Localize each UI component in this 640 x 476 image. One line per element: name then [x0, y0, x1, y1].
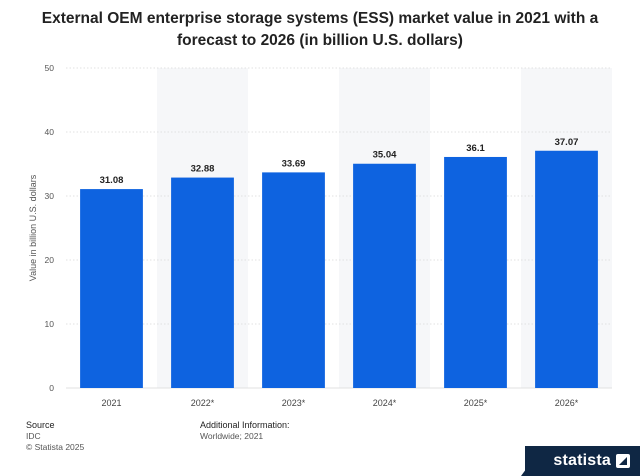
chart-title: External OEM enterprise storage systems … [41, 10, 599, 49]
y-tick-label: 40 [45, 127, 55, 137]
bar [535, 150, 598, 388]
bar [80, 189, 143, 388]
bar [444, 156, 507, 388]
y-axis-ticks: 0 10 20 30 40 50 [45, 63, 55, 393]
bar [353, 163, 416, 388]
additional-info-block: Additional Information: Worldwide; 2021 [200, 420, 290, 442]
y-tick-label: 50 [45, 63, 55, 73]
x-tick-label: 2021 [101, 398, 121, 408]
y-tick-label: 30 [45, 191, 55, 201]
x-tick-label: 2022* [191, 398, 215, 408]
statista-logo-icon [616, 454, 630, 468]
bar [171, 177, 234, 388]
y-axis-label: Value in billion U.S. dollars [28, 174, 38, 281]
bar-value-label: 35.04 [373, 150, 397, 161]
gridlines [66, 67, 612, 389]
y-tick-label: 20 [45, 255, 55, 265]
bar-value-labels: 31.08 32.88 33.69 35.04 36.1 37.07 [100, 137, 579, 186]
bars [80, 150, 598, 388]
y-tick-label: 0 [49, 383, 54, 393]
additional-info-text: Worldwide; 2021 [200, 431, 264, 441]
source-block: Source IDC © Statista 2025 [26, 420, 84, 453]
bar-value-label: 31.08 [100, 175, 124, 186]
x-tick-label: 2025* [464, 398, 488, 408]
bar-value-label: 36.1 [466, 143, 485, 154]
source-name[interactable]: IDC [26, 431, 41, 441]
y-tick-label: 10 [45, 319, 55, 329]
source-heading: Source [26, 420, 55, 430]
additional-info-heading: Additional Information: [200, 420, 290, 430]
x-tick-label: 2023* [282, 398, 306, 408]
bar [262, 172, 325, 388]
x-tick-label: 2024* [373, 398, 397, 408]
x-axis-ticks: 2021 2022* 2023* 2024* 2025* 2026* [101, 398, 578, 408]
copyright-text: © Statista 2025 [26, 442, 85, 452]
bar-value-label: 32.88 [191, 164, 215, 175]
brand-name: statista [553, 452, 611, 469]
x-tick-label: 2026* [555, 398, 579, 408]
bar-value-label: 37.07 [555, 137, 579, 148]
bar-value-label: 33.69 [282, 158, 306, 169]
statista-logo[interactable]: statista [553, 452, 630, 470]
